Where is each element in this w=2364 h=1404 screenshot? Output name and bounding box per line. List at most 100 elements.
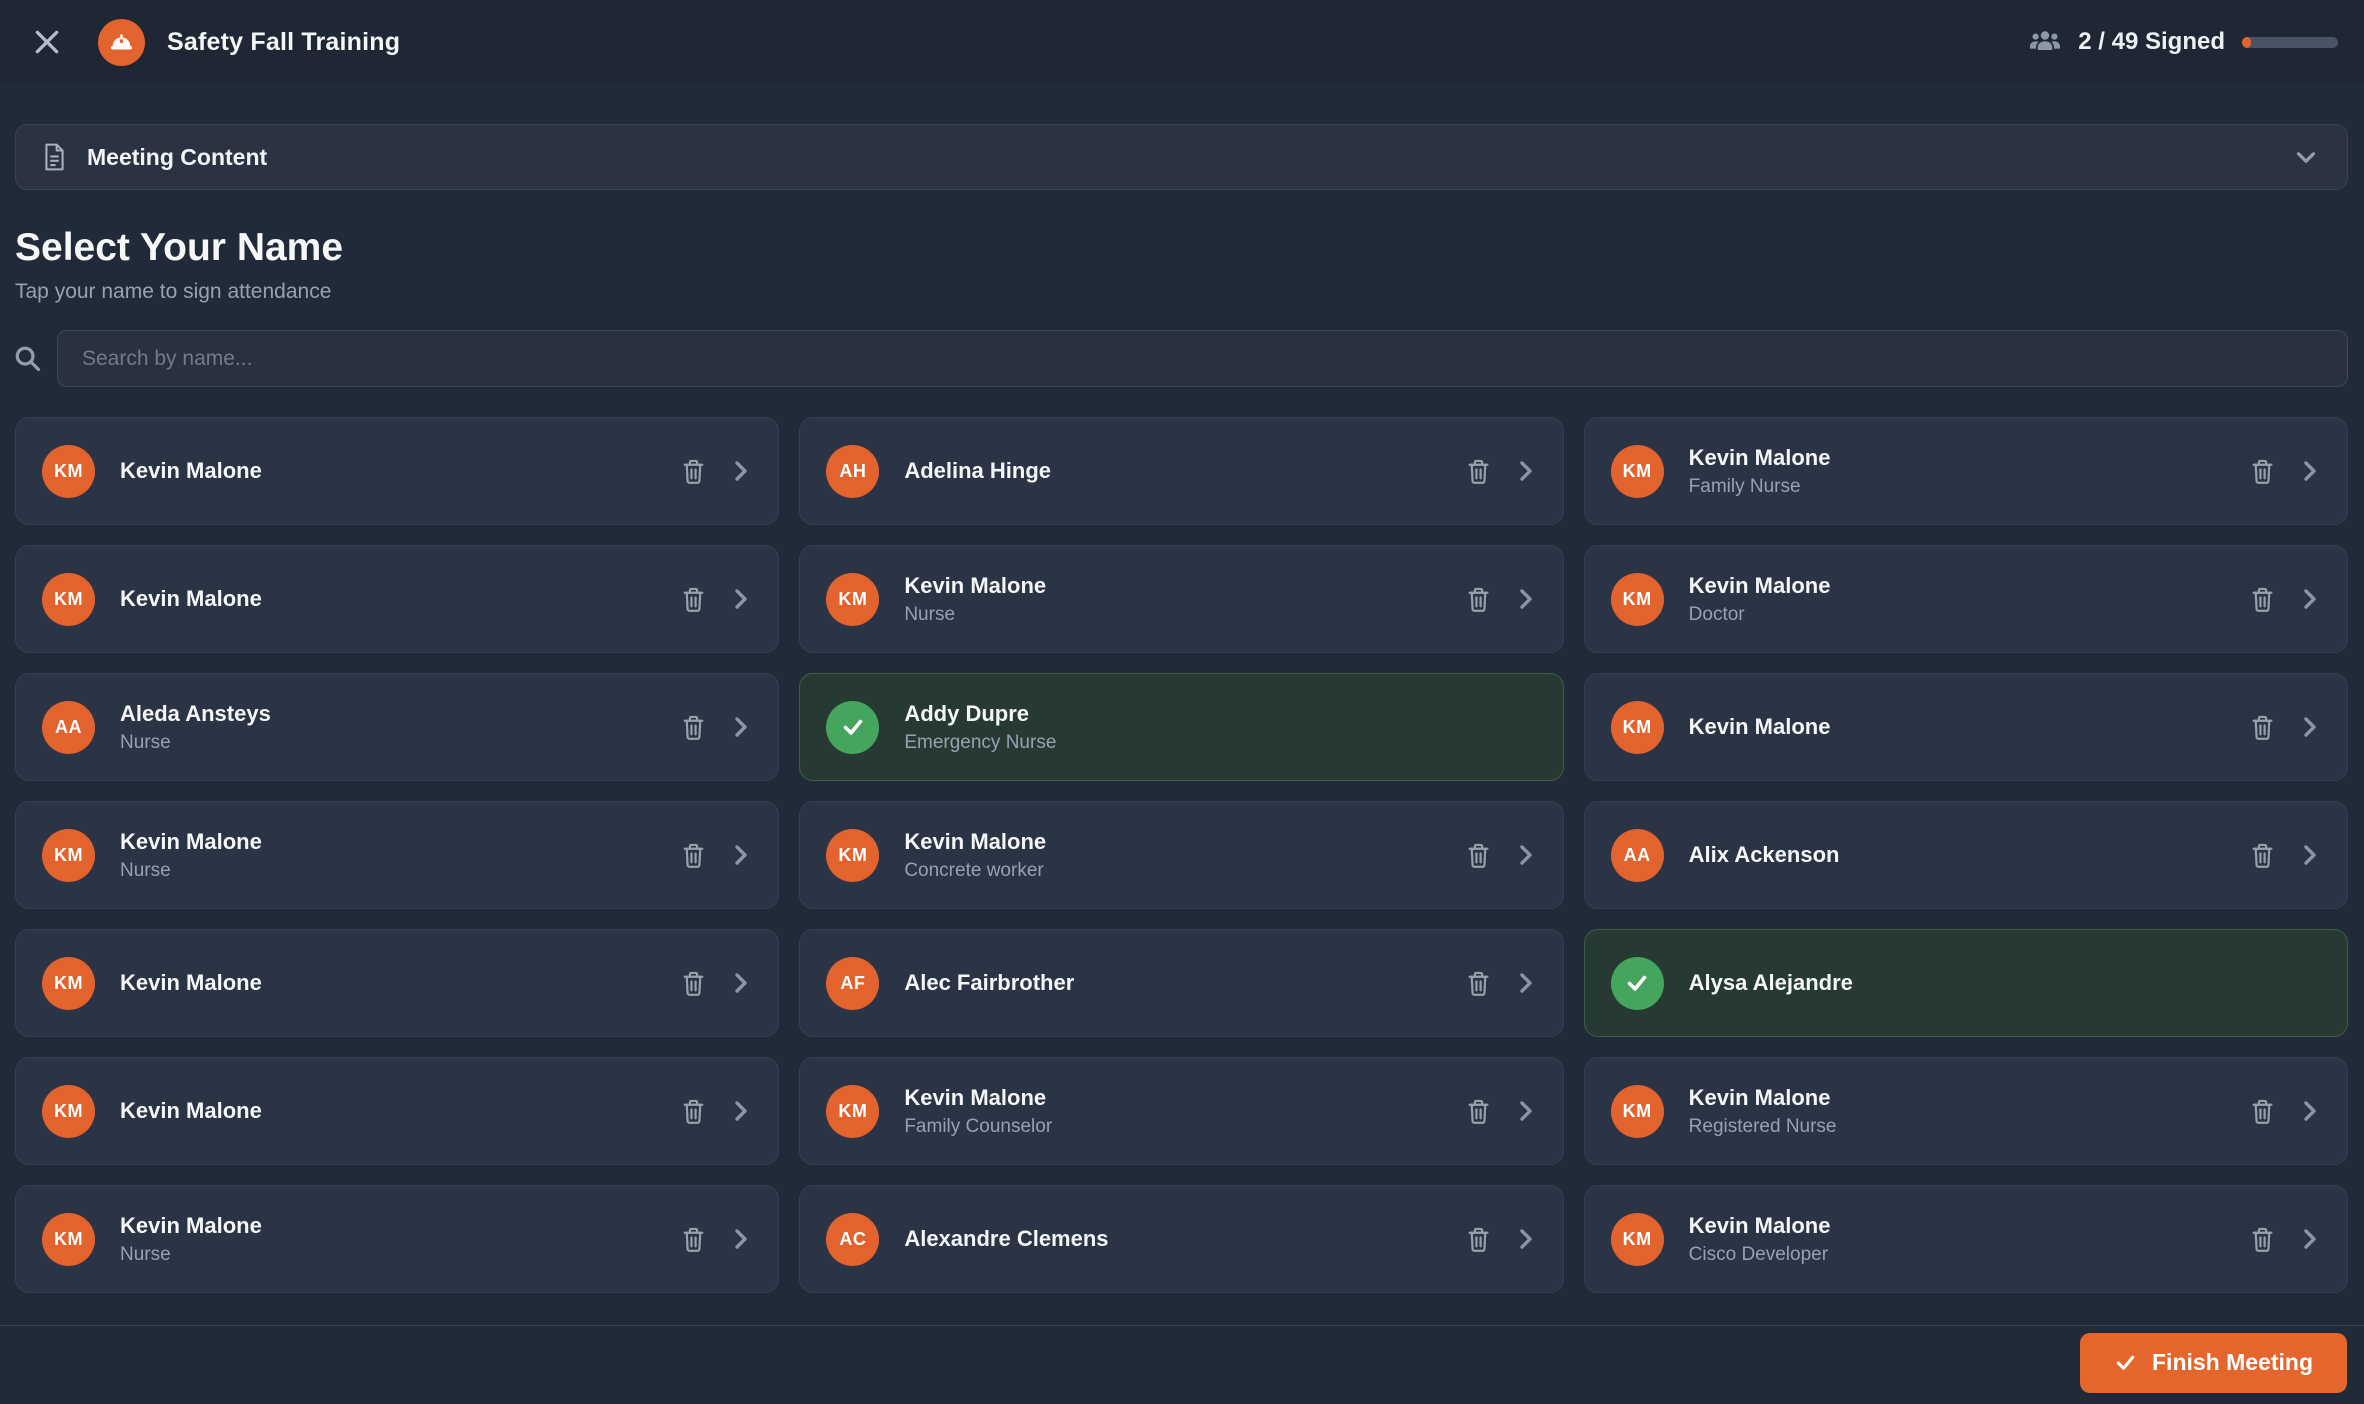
avatar-initials: KM [54, 1100, 83, 1121]
attendee-text: Kevin Malone Registered Nurse [1689, 1085, 1837, 1138]
chevron-down-icon [2291, 142, 2321, 172]
attendee-text: Alix Ackenson [1689, 842, 1840, 868]
delete-attendee-button[interactable] [1466, 970, 1491, 997]
avatar: KM [1610, 444, 1664, 498]
delete-attendee-button[interactable] [2250, 842, 2275, 869]
attendee-card[interactable]: AA Aleda Ansteys Nurse [15, 673, 780, 781]
open-attendee-button[interactable] [2299, 1098, 2321, 1124]
close-icon [33, 28, 61, 56]
open-attendee-button[interactable] [1515, 970, 1537, 996]
open-attendee-button[interactable] [1515, 1226, 1537, 1252]
avatar: KM [1610, 1084, 1664, 1138]
avatar-initials: AA [1623, 844, 1651, 865]
avatar-initials: KM [54, 844, 83, 865]
attendee-card[interactable]: KM Kevin Malone Registered Nurse [1583, 1057, 2348, 1165]
open-attendee-button[interactable] [730, 970, 752, 996]
open-attendee-button[interactable] [2299, 714, 2321, 740]
attendee-card[interactable]: Addy Dupre Emergency Nurse [799, 673, 1564, 781]
attendee-card[interactable]: AC Alexandre Clemens [799, 1185, 1564, 1293]
open-attendee-button[interactable] [730, 1098, 752, 1124]
open-attendee-button[interactable] [730, 1226, 752, 1252]
open-attendee-button[interactable] [730, 586, 752, 612]
attendee-card[interactable]: KM Kevin Malone [1583, 673, 2348, 781]
attendee-text: Kevin Malone Nurse [120, 829, 262, 882]
open-attendee-button[interactable] [730, 458, 752, 484]
attendee-card[interactable]: KM Kevin Malone [15, 929, 780, 1037]
trash-icon [1466, 1098, 1491, 1125]
attendee-name: Kevin Malone [120, 458, 262, 483]
attendee-card[interactable]: KM Kevin Malone Family Nurse [1583, 417, 2348, 525]
attendee-card[interactable]: KM Kevin Malone Concrete worker [799, 801, 1564, 909]
close-button[interactable] [26, 21, 68, 63]
attendee-name: Kevin Malone [120, 586, 262, 611]
attendee-card[interactable]: AF Alec Fairbrother [799, 929, 1564, 1037]
attendee-text: Addy Dupre Emergency Nurse [904, 701, 1056, 754]
delete-attendee-button[interactable] [681, 714, 706, 741]
open-attendee-button[interactable] [2299, 842, 2321, 868]
open-attendee-button[interactable] [2299, 1226, 2321, 1252]
attendee-card[interactable]: KM Kevin Malone Cisco Developer [1583, 1185, 2348, 1293]
attendee-card[interactable]: AH Adelina Hinge [799, 417, 1564, 525]
document-icon [42, 143, 67, 171]
attendee-card[interactable]: KM Kevin Malone Doctor [1583, 545, 2348, 653]
delete-attendee-button[interactable] [2250, 714, 2275, 741]
attendee-card[interactable]: AA Alix Ackenson [1583, 801, 2348, 909]
delete-attendee-button[interactable] [1466, 1226, 1491, 1253]
search-input[interactable] [57, 330, 2348, 387]
delete-attendee-button[interactable] [2250, 1226, 2275, 1253]
open-attendee-button[interactable] [730, 842, 752, 868]
open-attendee-button[interactable] [1515, 842, 1537, 868]
attendee-text: Kevin Malone Nurse [120, 1213, 262, 1266]
delete-attendee-button[interactable] [681, 1226, 706, 1253]
attendee-card[interactable]: KM Kevin Malone [15, 417, 780, 525]
card-actions [681, 1226, 752, 1253]
attendee-name: Kevin Malone [1688, 1084, 1831, 1110]
search-row [13, 330, 2348, 387]
attendee-role: Nurse [120, 859, 171, 881]
open-attendee-button[interactable] [1515, 586, 1537, 612]
attendee-card[interactable]: KM Kevin Malone [15, 545, 780, 653]
open-attendee-button[interactable] [2299, 586, 2321, 612]
delete-attendee-button[interactable] [681, 458, 706, 485]
trash-icon [2250, 842, 2275, 869]
attendee-card[interactable]: KM Kevin Malone Nurse [799, 545, 1564, 653]
attendee-card[interactable]: KM Kevin Malone Family Counselor [799, 1057, 1564, 1165]
chevron-right-icon [2299, 842, 2321, 868]
attendee-card[interactable]: Alysa Alejandre [1583, 929, 2348, 1037]
chevron-right-icon [1515, 842, 1537, 868]
attendee-text: Kevin Malone Doctor [1689, 573, 1831, 626]
avatar: AF [826, 956, 880, 1010]
open-attendee-button[interactable] [1515, 458, 1537, 484]
attendee-name: Kevin Malone [904, 572, 1047, 598]
avatar-initials: KM [838, 844, 868, 865]
open-attendee-button[interactable] [1515, 1098, 1537, 1124]
delete-attendee-button[interactable] [681, 586, 706, 613]
attendee-card[interactable]: KM Kevin Malone Nurse [15, 1185, 780, 1293]
signed-count-label: 2 / 49 Signed [2078, 28, 2225, 55]
delete-attendee-button[interactable] [681, 1098, 706, 1125]
open-attendee-button[interactable] [730, 714, 752, 740]
delete-attendee-button[interactable] [1466, 1098, 1491, 1125]
avatar-initials: KM [54, 1228, 83, 1249]
attendee-card[interactable]: KM Kevin Malone [15, 1057, 780, 1165]
avatar [1610, 956, 1664, 1010]
attendee-role: Family Counselor [904, 1115, 1053, 1137]
delete-attendee-button[interactable] [1466, 842, 1491, 869]
attendee-card[interactable]: KM Kevin Malone Nurse [15, 801, 780, 909]
delete-attendee-button[interactable] [1466, 586, 1491, 613]
meeting-content-panel[interactable]: Meeting Content [15, 124, 2348, 190]
card-actions [1466, 842, 1537, 869]
delete-attendee-button[interactable] [1466, 458, 1491, 485]
card-actions [1466, 586, 1537, 613]
trash-icon [681, 586, 706, 613]
trash-icon [2250, 1098, 2275, 1125]
avatar: KM [826, 1084, 880, 1138]
delete-attendee-button[interactable] [2250, 1098, 2275, 1125]
delete-attendee-button[interactable] [2250, 458, 2275, 485]
delete-attendee-button[interactable] [681, 970, 706, 997]
card-actions [681, 970, 752, 997]
finish-meeting-button[interactable]: Finish Meeting [2080, 1332, 2347, 1393]
delete-attendee-button[interactable] [2250, 586, 2275, 613]
delete-attendee-button[interactable] [681, 842, 706, 869]
open-attendee-button[interactable] [2299, 458, 2321, 484]
